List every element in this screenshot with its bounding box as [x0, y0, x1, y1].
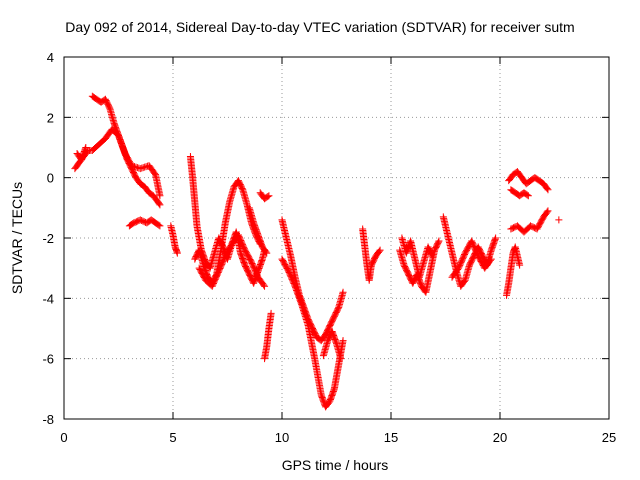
axis-ticks: 0 5 10 15 20 25 -8 -6 -4 -2 0 2 4: [42, 50, 616, 445]
data-point: [544, 207, 552, 215]
data-point: [155, 200, 163, 208]
x-tick-label: 20: [493, 430, 507, 445]
data-point: [428, 251, 436, 259]
data-point: [544, 186, 552, 194]
data-point: [339, 288, 347, 296]
data-point: [428, 252, 436, 260]
data-point: [265, 192, 273, 200]
data-point: [486, 256, 494, 264]
y-axis-label: SDTVAR / TECUs: [9, 182, 25, 294]
data-point: [339, 337, 347, 345]
y-tick-label: -6: [42, 352, 54, 367]
y-tick-label: -8: [42, 412, 54, 427]
data-point: [173, 249, 181, 257]
data-point: [138, 164, 146, 172]
data-point: [375, 247, 383, 255]
x-tick-label: 25: [602, 430, 616, 445]
data-point: [82, 144, 90, 151]
data-point: [155, 221, 163, 229]
data-point: [337, 355, 345, 363]
data-point: [516, 261, 524, 269]
x-tick-label: 5: [169, 430, 176, 445]
x-tick-label: 10: [275, 430, 289, 445]
y-tick-label: -4: [42, 291, 54, 306]
data-point: [376, 246, 384, 254]
data-point: [523, 191, 531, 199]
data-point: [267, 309, 275, 317]
data-point: [156, 222, 164, 230]
y-tick-label: 4: [47, 50, 54, 65]
grid-lines: [64, 57, 609, 419]
data-point: [156, 201, 164, 209]
y-tick-label: -2: [42, 231, 54, 246]
data-point: [260, 281, 268, 289]
data-point: [261, 282, 269, 290]
data-point: [543, 208, 551, 216]
data-point: [524, 192, 532, 200]
data-point: [297, 299, 305, 307]
data-point: [156, 192, 164, 200]
data-point: [543, 185, 551, 193]
chart-title: Day 092 of 2014, Sidereal Day-to-day VTE…: [65, 19, 574, 35]
data-point: [139, 164, 147, 172]
x-tick-label: 0: [60, 430, 67, 445]
data-point: [435, 237, 443, 245]
data-point: [264, 193, 272, 201]
y-tick-label: 2: [47, 110, 54, 125]
data-point: [434, 238, 442, 246]
x-axis-label: GPS time / hours: [282, 457, 389, 473]
data-point: [487, 255, 495, 263]
data-point: [263, 249, 271, 257]
data-point: [555, 216, 563, 224]
data-point: [492, 234, 500, 242]
y-tick-label: 0: [47, 171, 54, 186]
data-point: [262, 248, 270, 256]
data-point: [136, 165, 144, 173]
data-markers: [71, 92, 563, 411]
x-tick-label: 15: [384, 430, 398, 445]
